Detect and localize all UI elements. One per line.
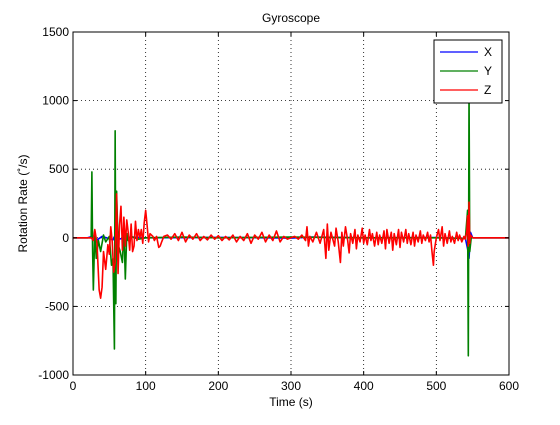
- x-axis-label: Time (s): [269, 395, 313, 409]
- x-tick-label: 300: [281, 379, 301, 393]
- legend-label-x: X: [484, 45, 492, 59]
- series-group: [73, 88, 509, 357]
- x-tick-label: 200: [208, 379, 228, 393]
- ticks: [72, 31, 510, 376]
- y-axis-label: Rotation Rate (˚/s): [16, 154, 30, 252]
- legend: XYZ: [433, 39, 503, 104]
- legend-label-y: Y: [484, 64, 492, 78]
- y-tick-label: 1000: [42, 94, 69, 108]
- tick-labels: 0 100 200 300 400 500 600 -1000 -500 0 500 1000 1500: [38, 25, 519, 393]
- x-tick-label: 500: [426, 379, 446, 393]
- x-tick-label: 100: [136, 379, 156, 393]
- x-tick-label: 400: [354, 379, 374, 393]
- legend-label-z: Z: [484, 83, 491, 97]
- x-tick-label: 0: [70, 379, 77, 393]
- y-tick-label: 0: [62, 231, 69, 245]
- x-tick-label: 600: [499, 379, 519, 393]
- y-tick-label: -500: [45, 299, 69, 313]
- y-tick-label: 500: [49, 162, 69, 176]
- chart-title: Gyroscope: [262, 11, 320, 25]
- series-line-z: [73, 193, 509, 299]
- y-tick-label: -1000: [38, 368, 69, 382]
- y-tick-label: 1500: [42, 25, 69, 39]
